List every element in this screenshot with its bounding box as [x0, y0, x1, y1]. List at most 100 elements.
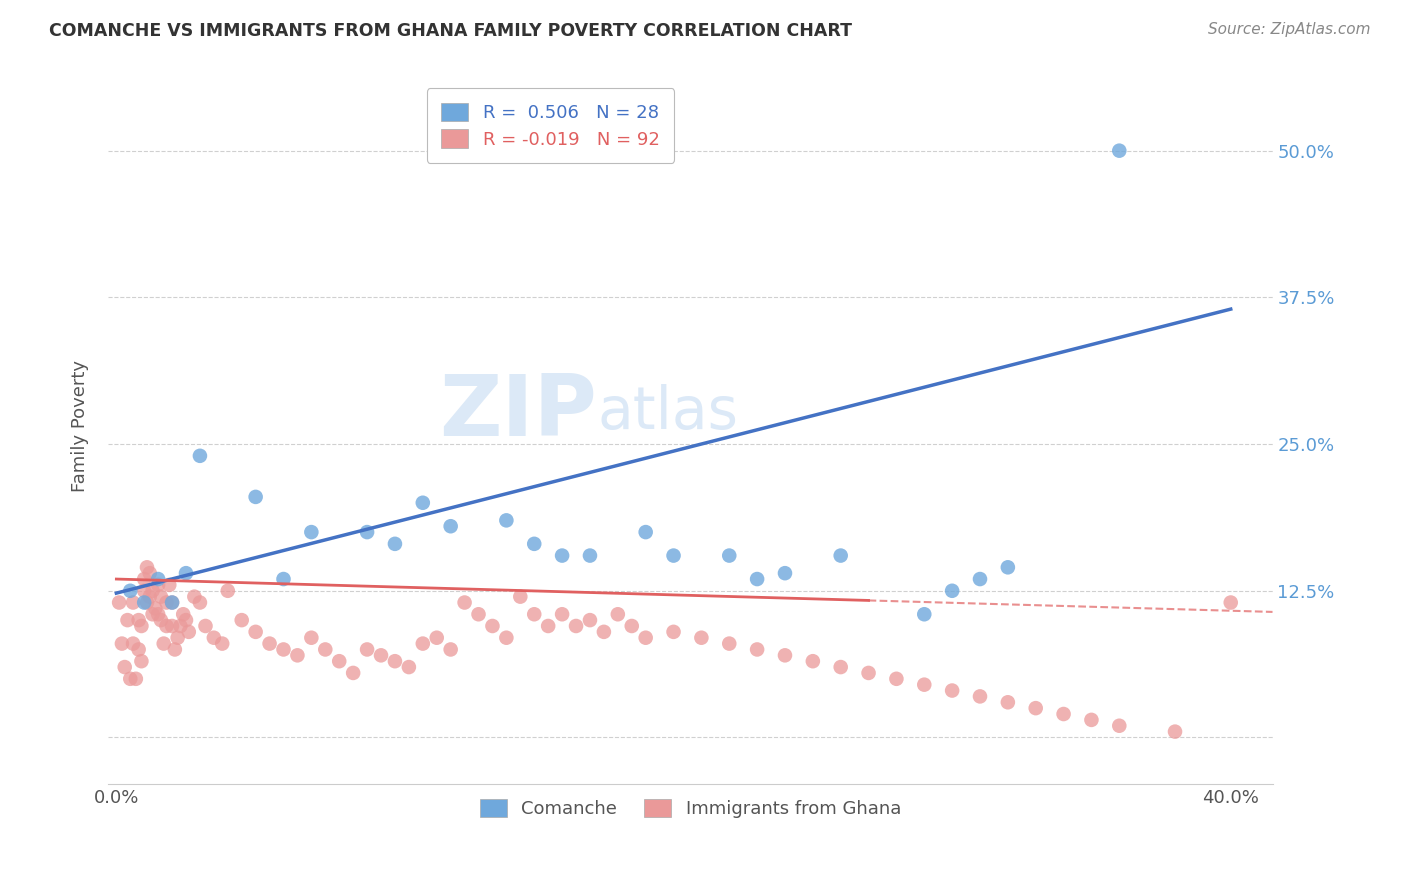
Point — [830, 660, 852, 674]
Point — [146, 578, 169, 592]
Point — [155, 595, 177, 609]
Point — [969, 572, 991, 586]
Point — [152, 637, 174, 651]
Point — [1219, 595, 1241, 609]
Point — [172, 607, 194, 622]
Point — [481, 619, 503, 633]
Point — [537, 619, 560, 633]
Point — [134, 583, 156, 598]
Text: atlas: atlas — [598, 384, 738, 441]
Point — [188, 449, 211, 463]
Text: Source: ZipAtlas.com: Source: ZipAtlas.com — [1208, 22, 1371, 37]
Point — [125, 672, 148, 686]
Point — [969, 690, 991, 704]
Point — [1108, 719, 1130, 733]
Point — [718, 549, 741, 563]
Point — [634, 525, 657, 540]
Point — [177, 624, 200, 639]
Point — [662, 549, 685, 563]
Point — [202, 631, 225, 645]
Point — [136, 560, 159, 574]
Point — [356, 642, 378, 657]
Point — [163, 642, 186, 657]
Text: ZIP: ZIP — [439, 371, 598, 454]
Point — [149, 613, 172, 627]
Point — [149, 590, 172, 604]
Point — [143, 601, 166, 615]
Point — [551, 607, 574, 622]
Point — [117, 613, 139, 627]
Point — [1164, 724, 1187, 739]
Point — [606, 607, 628, 622]
Point — [245, 624, 267, 639]
Point — [314, 642, 336, 657]
Point — [495, 513, 517, 527]
Y-axis label: Family Poverty: Family Poverty — [72, 360, 89, 492]
Point — [440, 519, 463, 533]
Point — [1108, 144, 1130, 158]
Point — [183, 590, 205, 604]
Point — [858, 665, 880, 680]
Point — [131, 619, 153, 633]
Point — [273, 642, 295, 657]
Point — [773, 648, 796, 663]
Point — [593, 624, 616, 639]
Point — [245, 490, 267, 504]
Point — [912, 678, 935, 692]
Point — [108, 595, 131, 609]
Point — [146, 572, 169, 586]
Point — [136, 595, 159, 609]
Point — [662, 624, 685, 639]
Point — [342, 665, 364, 680]
Point — [174, 613, 197, 627]
Point — [912, 607, 935, 622]
Point — [134, 572, 156, 586]
Point — [745, 572, 768, 586]
Point — [440, 642, 463, 657]
Point — [1052, 706, 1074, 721]
Point — [217, 583, 239, 598]
Point — [166, 631, 188, 645]
Point — [412, 637, 434, 651]
Point — [259, 637, 281, 651]
Point — [773, 566, 796, 581]
Point — [299, 631, 322, 645]
Point — [941, 583, 963, 598]
Point — [1025, 701, 1047, 715]
Point — [122, 637, 145, 651]
Point — [426, 631, 449, 645]
Point — [551, 549, 574, 563]
Point — [356, 525, 378, 540]
Point — [139, 566, 162, 581]
Point — [412, 496, 434, 510]
Point — [565, 619, 588, 633]
Point — [745, 642, 768, 657]
Point — [634, 631, 657, 645]
Point — [579, 613, 602, 627]
Point — [146, 607, 169, 622]
Point — [620, 619, 643, 633]
Point — [128, 642, 150, 657]
Point — [122, 595, 145, 609]
Point — [194, 619, 217, 633]
Point — [495, 631, 517, 645]
Point — [120, 672, 142, 686]
Point — [169, 619, 191, 633]
Point — [453, 595, 475, 609]
Point — [523, 537, 546, 551]
Point — [509, 590, 531, 604]
Point — [111, 637, 134, 651]
Point — [579, 549, 602, 563]
Point — [188, 595, 211, 609]
Point — [384, 537, 406, 551]
Point — [134, 595, 156, 609]
Point — [398, 660, 420, 674]
Point — [160, 619, 183, 633]
Point — [370, 648, 392, 663]
Point — [114, 660, 136, 674]
Point — [830, 549, 852, 563]
Legend: Comanche, Immigrants from Ghana: Comanche, Immigrants from Ghana — [472, 792, 908, 825]
Point — [997, 695, 1019, 709]
Point — [718, 637, 741, 651]
Point — [328, 654, 350, 668]
